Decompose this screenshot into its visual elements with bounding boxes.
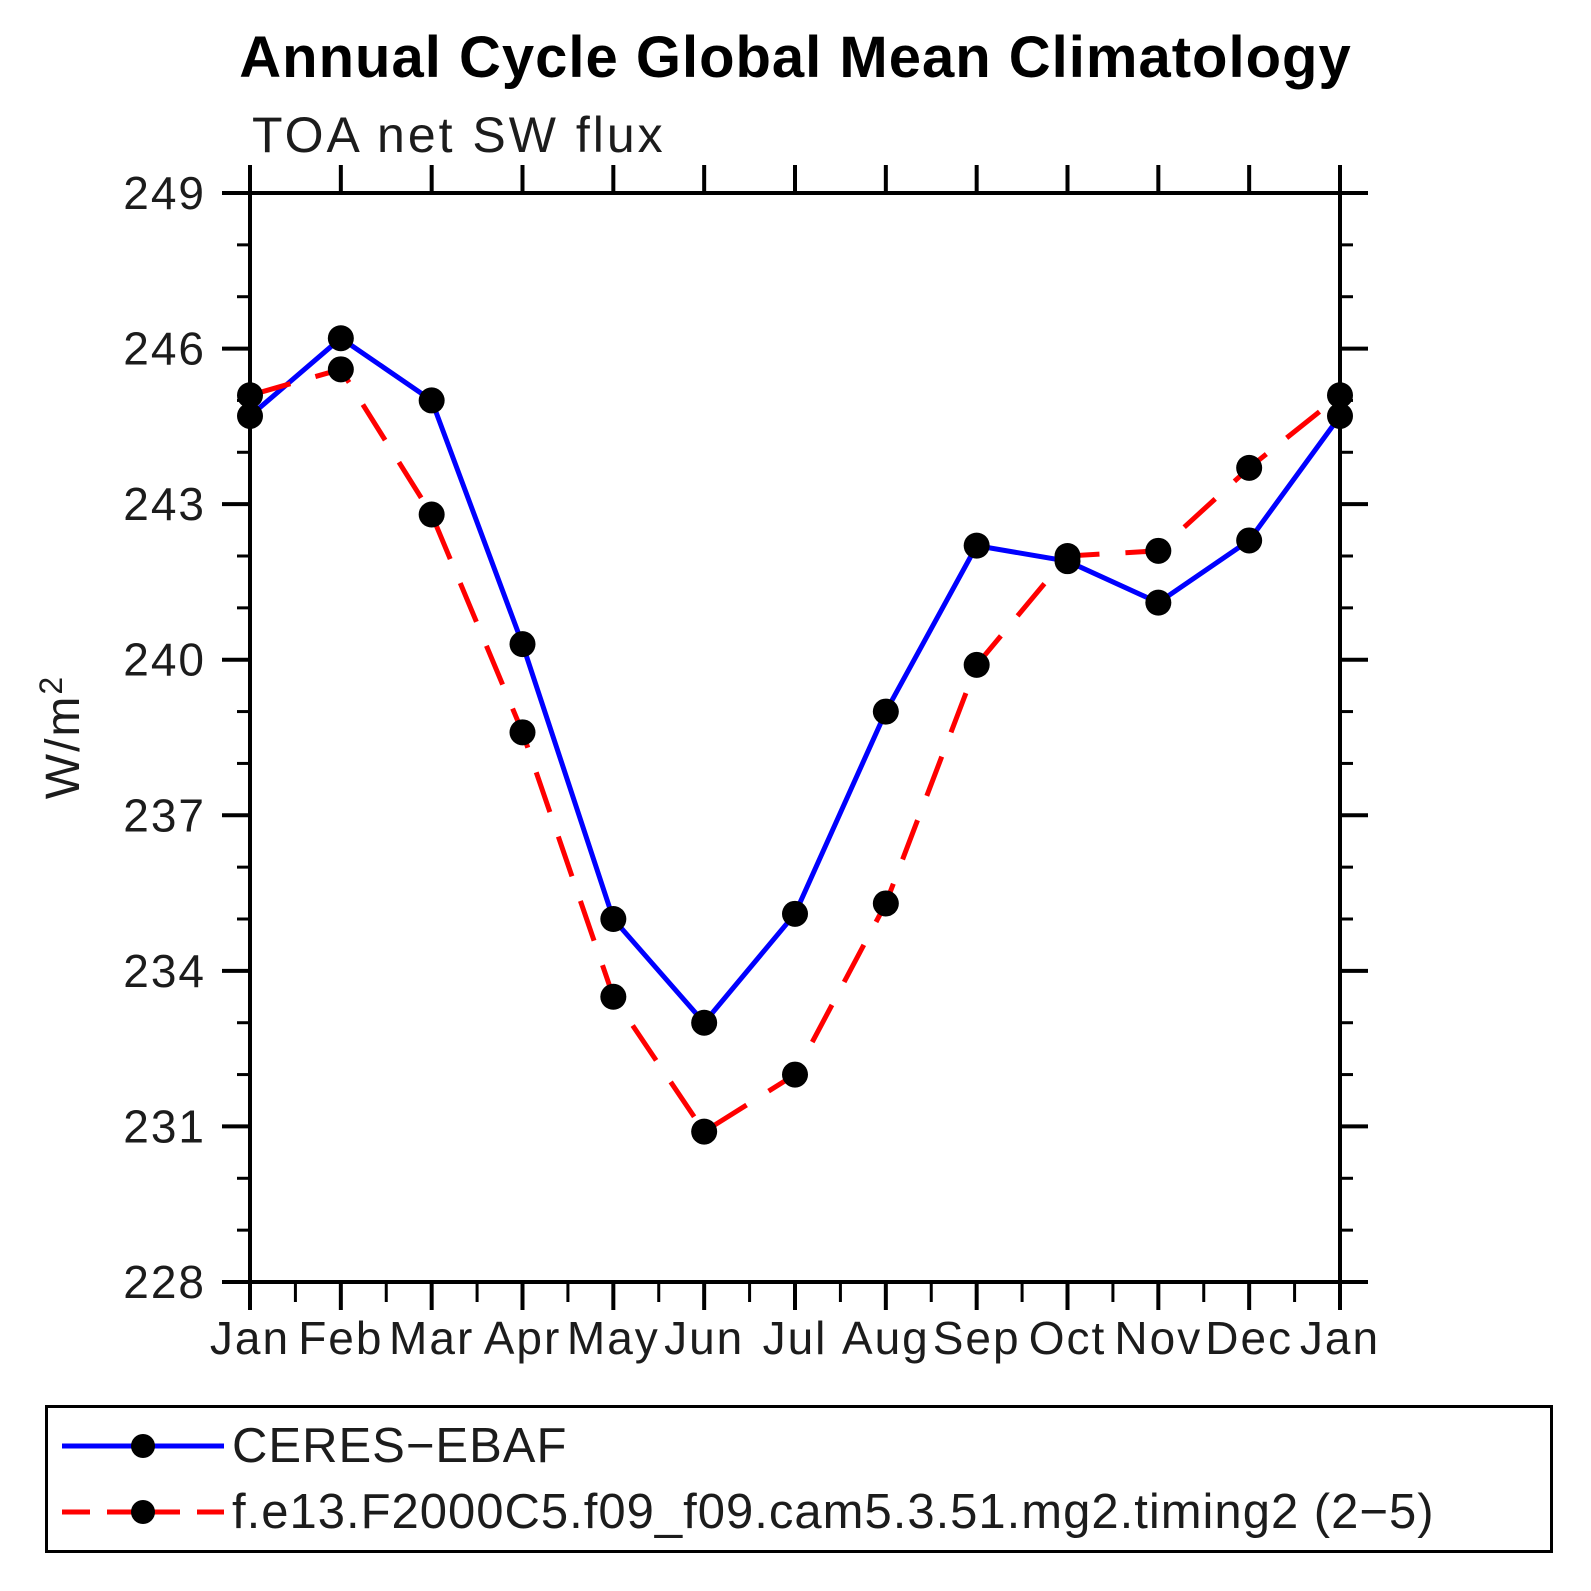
series-1-marker xyxy=(1327,382,1353,409)
x-tick-label: Dec xyxy=(1205,1312,1293,1364)
legend-sample-marker xyxy=(131,1500,155,1525)
series-1-marker xyxy=(1236,454,1263,481)
x-tick-label: Jan xyxy=(1300,1312,1380,1364)
plot-frame xyxy=(248,191,1342,1284)
chart-subtitle: TOA net SW flux xyxy=(252,107,666,163)
y-tick-label: 249 xyxy=(123,167,206,219)
legend-line-sample xyxy=(62,1500,224,1525)
series-1-marker xyxy=(872,890,899,917)
y-tick-label: 246 xyxy=(123,323,206,375)
series-1-marker xyxy=(418,501,445,528)
x-tick-label: Jul xyxy=(763,1312,828,1364)
series-1-marker xyxy=(1054,543,1081,569)
series-1-marker xyxy=(691,1118,718,1145)
y-tick-label: 240 xyxy=(123,634,206,686)
legend-label: f.e13.F2000C5.f09_f09.cam5.3.51.mg2.timi… xyxy=(232,1485,1435,1540)
series-0-marker xyxy=(1327,402,1353,429)
series-1-marker xyxy=(600,983,627,1010)
x-tick-label: Jun xyxy=(664,1312,744,1364)
x-tick-label: Nov xyxy=(1114,1312,1202,1364)
series-1-marker xyxy=(1145,537,1172,564)
y-tick-label: 228 xyxy=(123,1256,206,1308)
x-tick-label: Apr xyxy=(484,1312,562,1364)
legend-item-1: f.e13.F2000C5.f09_f09.cam5.3.51.mg2.timi… xyxy=(58,1483,1550,1541)
series-0-marker xyxy=(327,325,354,352)
legend-sample-marker xyxy=(131,1433,155,1458)
y-tick-label: 243 xyxy=(123,478,206,530)
series-0-marker xyxy=(1145,589,1172,616)
series-0-marker xyxy=(600,906,627,932)
series-0-marker xyxy=(963,532,990,559)
legend-label: CERES−EBAF xyxy=(232,1418,568,1473)
series-0-marker xyxy=(237,402,263,429)
x-tick-label: Mar xyxy=(389,1312,474,1364)
chart-title: Annual Cycle Global Mean Climatology xyxy=(239,25,1352,90)
x-tick-label: Oct xyxy=(1029,1312,1107,1364)
legend-item-0: CERES−EBAF xyxy=(58,1417,1550,1475)
y-tick-label: 231 xyxy=(123,1100,206,1152)
y-tick-label: 234 xyxy=(123,945,206,997)
series-0-marker xyxy=(872,698,899,725)
series-0-marker xyxy=(509,631,536,658)
series-0-marker xyxy=(691,1009,718,1036)
series-1-marker xyxy=(327,356,354,383)
legend-line-sample xyxy=(62,1433,224,1458)
x-tick-label: Feb xyxy=(298,1312,383,1364)
x-tick-label: May xyxy=(567,1312,660,1364)
series-0-marker xyxy=(782,900,808,927)
x-tick-label: Aug xyxy=(842,1312,930,1364)
x-tick-label: Sep xyxy=(933,1312,1021,1364)
x-tick-label: Jan xyxy=(210,1312,290,1364)
series-1-marker xyxy=(782,1061,808,1088)
y-tick-label: 237 xyxy=(123,789,206,841)
series-0-marker xyxy=(1236,527,1263,554)
series-1-marker xyxy=(237,382,263,409)
series-0-marker xyxy=(418,387,445,414)
series-1-marker xyxy=(963,651,990,678)
legend: CERES−EBAF f.e13.F2000C5.f09_f09.cam5.3.5… xyxy=(45,1405,1553,1553)
series-line-1 xyxy=(249,366,1342,1136)
series-1-marker xyxy=(509,719,536,746)
